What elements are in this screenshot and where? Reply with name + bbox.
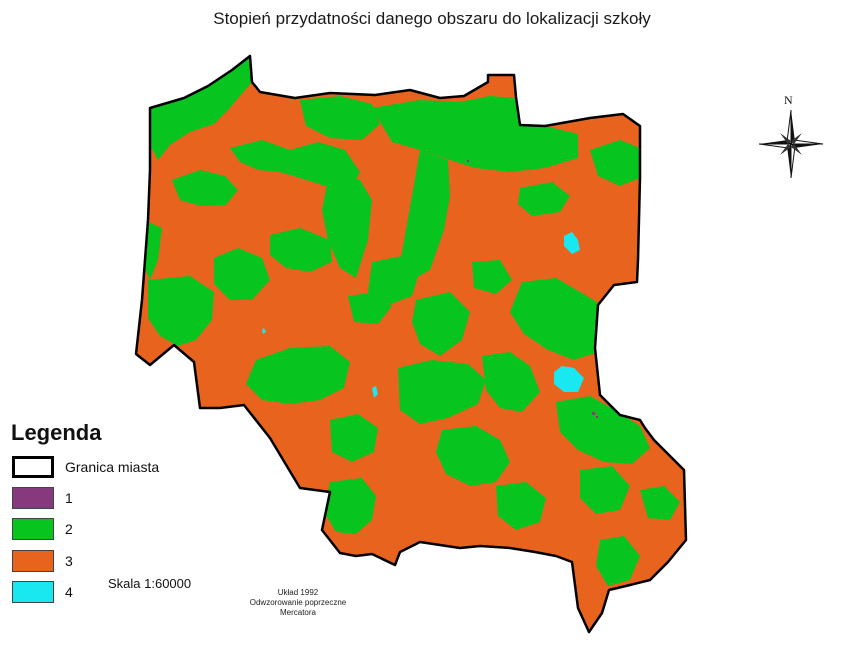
projection-line: Mercatora: [279, 608, 316, 617]
projection-line: Układ 1992: [277, 588, 319, 597]
legend-swatch-4: [12, 581, 54, 603]
city-boundary: [134, 54, 688, 634]
legend-swatch-2: [12, 518, 54, 540]
class-2-areas: [142, 56, 680, 586]
north-label: N: [784, 93, 793, 107]
legend-label: Granica miasta: [65, 459, 160, 475]
legend-title: Legenda: [11, 420, 102, 445]
class-1-areas: [467, 160, 598, 418]
map-title: Stopień przydatności danego obszaru do l…: [213, 9, 651, 28]
legend-swatch-1: [12, 487, 54, 509]
legend-swatch-3: [12, 550, 54, 572]
legend-label: 3: [65, 553, 73, 569]
legend-label: 4: [65, 584, 73, 600]
class-4-areas: [262, 232, 584, 398]
north-arrow-icon: [758, 109, 824, 178]
projection-note: Układ 1992 Odwzorowanie poprzeczne Merca…: [238, 588, 358, 618]
legend-swatch-boundary: [12, 456, 54, 478]
projection-line: Odwzorowanie poprzeczne: [249, 598, 347, 607]
scale-label: Skala 1:60000: [108, 576, 192, 591]
legend-label: 1: [65, 490, 73, 506]
legend-label: 2: [65, 521, 73, 537]
